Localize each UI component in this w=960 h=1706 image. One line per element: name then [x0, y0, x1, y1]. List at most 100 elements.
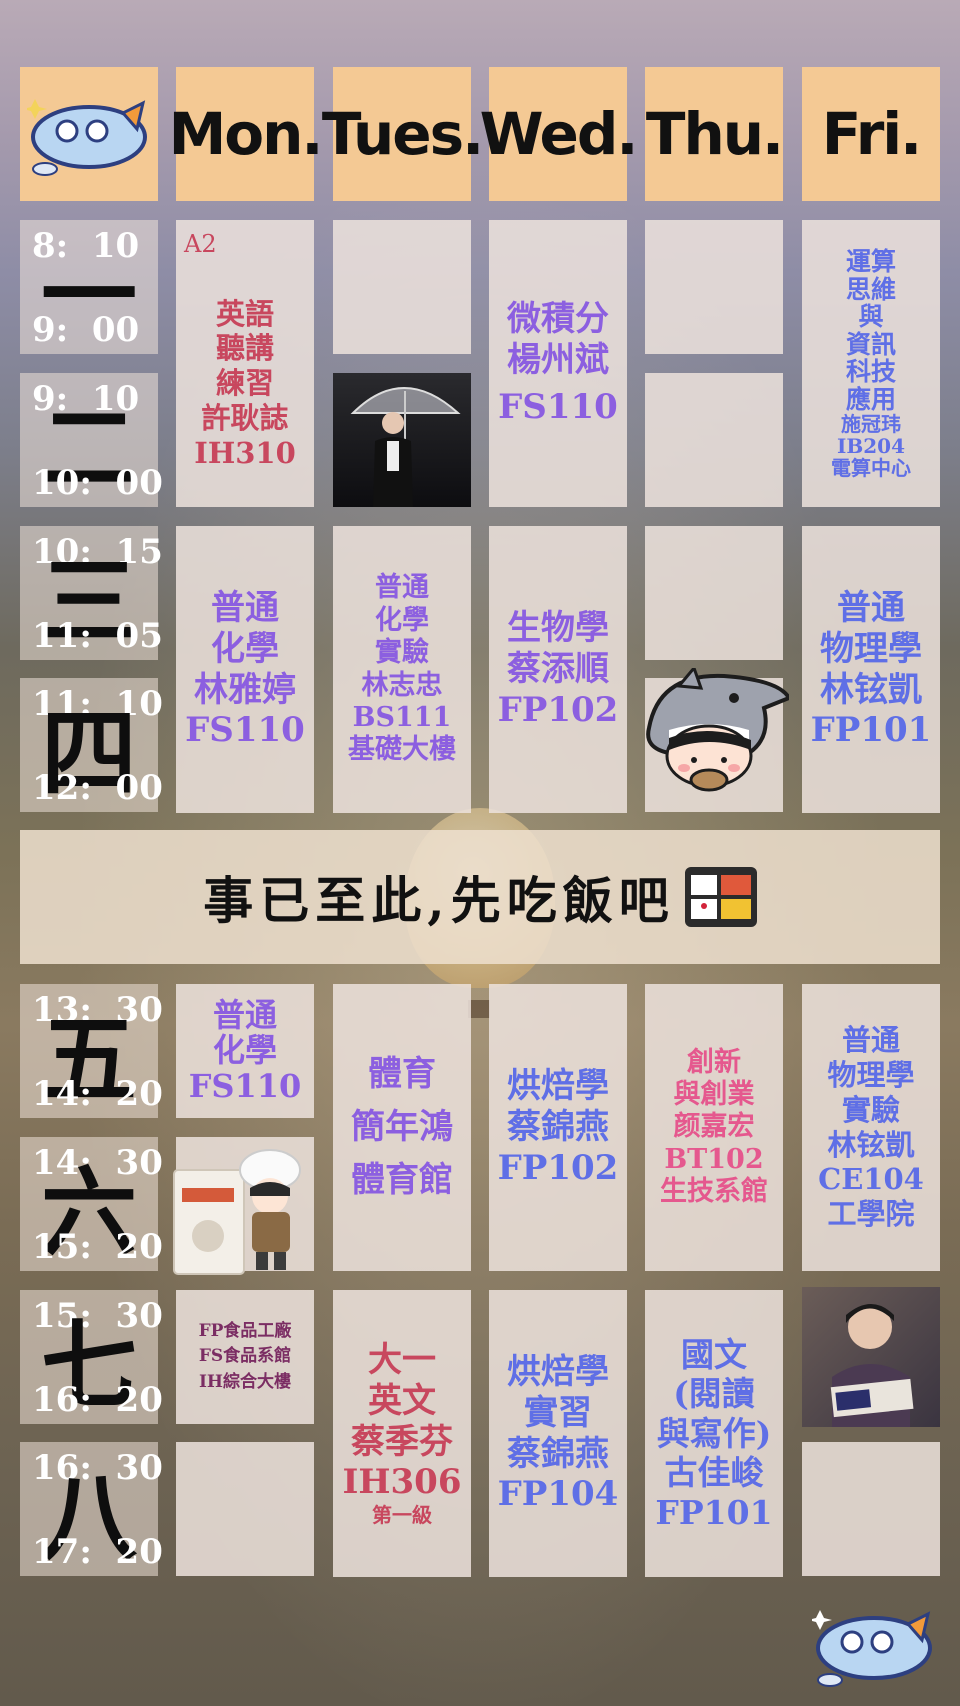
course-cell-mon-p1-2: A2 英語 聽講 練習 許耿誌 IH310 [176, 220, 314, 507]
period-6: 14: 30 六 15: 20 [20, 1137, 163, 1271]
period-end: 14: 20 [32, 1074, 163, 1114]
period-2: 9: 10 二 10: 00 [20, 373, 163, 507]
lunch-text: 事已至此,先吃飯吧 [203, 871, 675, 930]
period-end: 15: 20 [32, 1227, 163, 1267]
course-name: 英文 [368, 1380, 436, 1421]
period-end: 16: 20 [32, 1380, 163, 1420]
header-fri: Fri. [802, 67, 940, 201]
course-name: 與創業 [673, 1078, 755, 1110]
course-name: 普通 [212, 996, 277, 1035]
course-name: 普通 [841, 1023, 900, 1058]
course-name: 化學 [375, 604, 429, 636]
course-name: 國文 [681, 1334, 747, 1374]
course-name: 物理學 [827, 1057, 915, 1092]
course-teacher: 蔡錦燕 [507, 1107, 609, 1148]
course-room: FP102 [497, 689, 619, 730]
legend-cell-mon-p7: FP食品工廠 FS食品系館 IH綜合大樓 [176, 1290, 314, 1424]
course-building: 電算中心 [831, 456, 911, 480]
course-teacher: 蔡季芬 [351, 1421, 453, 1462]
period-end: 12: 00 [32, 768, 163, 808]
course-cell-mon-p5: 普通 化學 FS110 [176, 984, 314, 1118]
course-room: FP102 [497, 1147, 619, 1188]
course-cell-wed-p5-6: 烘焙學 蔡錦燕 FP102 [489, 984, 627, 1271]
course-name: 實驗 [375, 637, 429, 669]
course-cell-fri-p3-4: 普通 物理學 林铉凱 FP101 [802, 526, 940, 813]
course-name: 創新 [687, 1046, 741, 1078]
course-name: 與 [858, 302, 884, 331]
course-name: 思維 [845, 274, 896, 304]
period-end: 17: 20 [32, 1532, 163, 1572]
course-teacher: 蔡添順 [507, 649, 609, 690]
course-name: 應用 [845, 384, 896, 414]
course-name: 實驗 [841, 1092, 900, 1127]
course-room: IH310 [194, 435, 296, 470]
course-room: BT102 [664, 1143, 764, 1175]
bento-box-icon [684, 867, 757, 927]
course-name: (閱讀 [673, 1374, 755, 1414]
course-room: IH306 [342, 1462, 462, 1503]
course-cell-tue-p7-8: 大一 英文 蔡季芬 IH306 第一級 [333, 1290, 471, 1577]
course-name: 與寫作) [656, 1413, 772, 1453]
course-name: 資訊 [845, 329, 896, 359]
course-cell-tue-p5-6: 體育 簡年鴻 體育館 [333, 984, 471, 1271]
course-building: 體育館 [351, 1159, 453, 1200]
empty-cell-thu-p1 [645, 220, 783, 354]
period-1: 8: 10 一 9: 00 [20, 220, 158, 354]
period-end: 9: 00 [32, 310, 140, 350]
period-start: 15: 30 [32, 1296, 163, 1336]
reading-person-image [830, 1304, 914, 1427]
period-end: 11: 05 [32, 616, 163, 656]
course-name: 運算 [845, 247, 896, 276]
course-name: 聽講 [215, 331, 274, 366]
course-building: 工學院 [827, 1197, 915, 1232]
period-start: 11: 10 [32, 684, 163, 724]
course-teacher: 楊州斌 [507, 340, 609, 381]
course-teacher: 古佳峻 [664, 1453, 764, 1493]
period-5: 13: 30 五 14: 20 [20, 984, 163, 1118]
course-room: BS111 [352, 701, 452, 733]
footer-logo-icon [812, 1610, 932, 1687]
period-start: 8: 10 [32, 226, 140, 266]
course-room: FS110 [498, 386, 618, 427]
period-3: 10: 15 三 11: 05 [20, 526, 163, 660]
balloon-basket-image [468, 1000, 490, 1018]
course-name: 微積分 [507, 299, 609, 340]
course-teacher: 林志忠 [361, 669, 443, 701]
course-cell-wed-p1-2: 微積分 楊州斌 FS110 [489, 220, 627, 507]
course-name: 實習 [524, 1392, 592, 1433]
course-name: 化學 [211, 628, 279, 669]
course-teacher: 蔡錦燕 [507, 1433, 609, 1474]
course-teacher: 林铉凱 [827, 1127, 915, 1162]
course-room: FS110 [185, 710, 305, 751]
logo-icon [27, 99, 147, 176]
header-wed: Wed. [480, 67, 638, 201]
plush-doll-sticker-icon [173, 1149, 301, 1275]
course-teacher: 林铉凱 [820, 669, 922, 710]
course-name: 普通 [211, 587, 279, 628]
shark-hat-boy-sticker-icon [646, 668, 789, 792]
course-cell-mon-p3-4: 普通 化學 林雅婷 FS110 [176, 526, 314, 813]
photo-person-reading [802, 1287, 940, 1427]
course-room: FP101 [810, 710, 932, 751]
period-8: 16: 30 八 17: 20 [20, 1442, 163, 1576]
course-cell-fri-p1-2: 運算 思維 與 資訊 科技 應用 施冠玮 IB204 電算中心 [802, 220, 940, 507]
course-name: 英語 [215, 296, 274, 331]
course-tag: A2 [184, 230, 217, 258]
course-building: 生技系館 [660, 1176, 768, 1208]
course-name: 體育 [368, 1054, 436, 1095]
course-room: FP104 [497, 1474, 619, 1515]
course-cell-wed-p3-4: 生物學 蔡添順 FP102 [489, 526, 627, 813]
period-end: 10: 00 [32, 463, 163, 503]
course-building: 基礎大樓 [348, 734, 456, 766]
course-name: 烘焙學 [507, 1066, 609, 1107]
legend-line: FS食品系館 [198, 1346, 292, 1367]
umbrella-person-image [350, 387, 461, 507]
course-cell-thu-p5-6: 創新 與創業 颜嘉宏 BT102 生技系館 [645, 984, 783, 1271]
course-cell-thu-p7-8: 國文 (閱讀 與寫作) 古佳峻 FP101 [645, 1290, 783, 1577]
course-name: 化學 [212, 1031, 277, 1070]
course-name: 練習 [215, 366, 274, 401]
empty-cell-mon-p8 [176, 1442, 314, 1576]
empty-cell-thu-p4 [645, 668, 789, 812]
course-name: 物理學 [820, 628, 922, 669]
empty-cell-thu-p2 [645, 373, 783, 507]
